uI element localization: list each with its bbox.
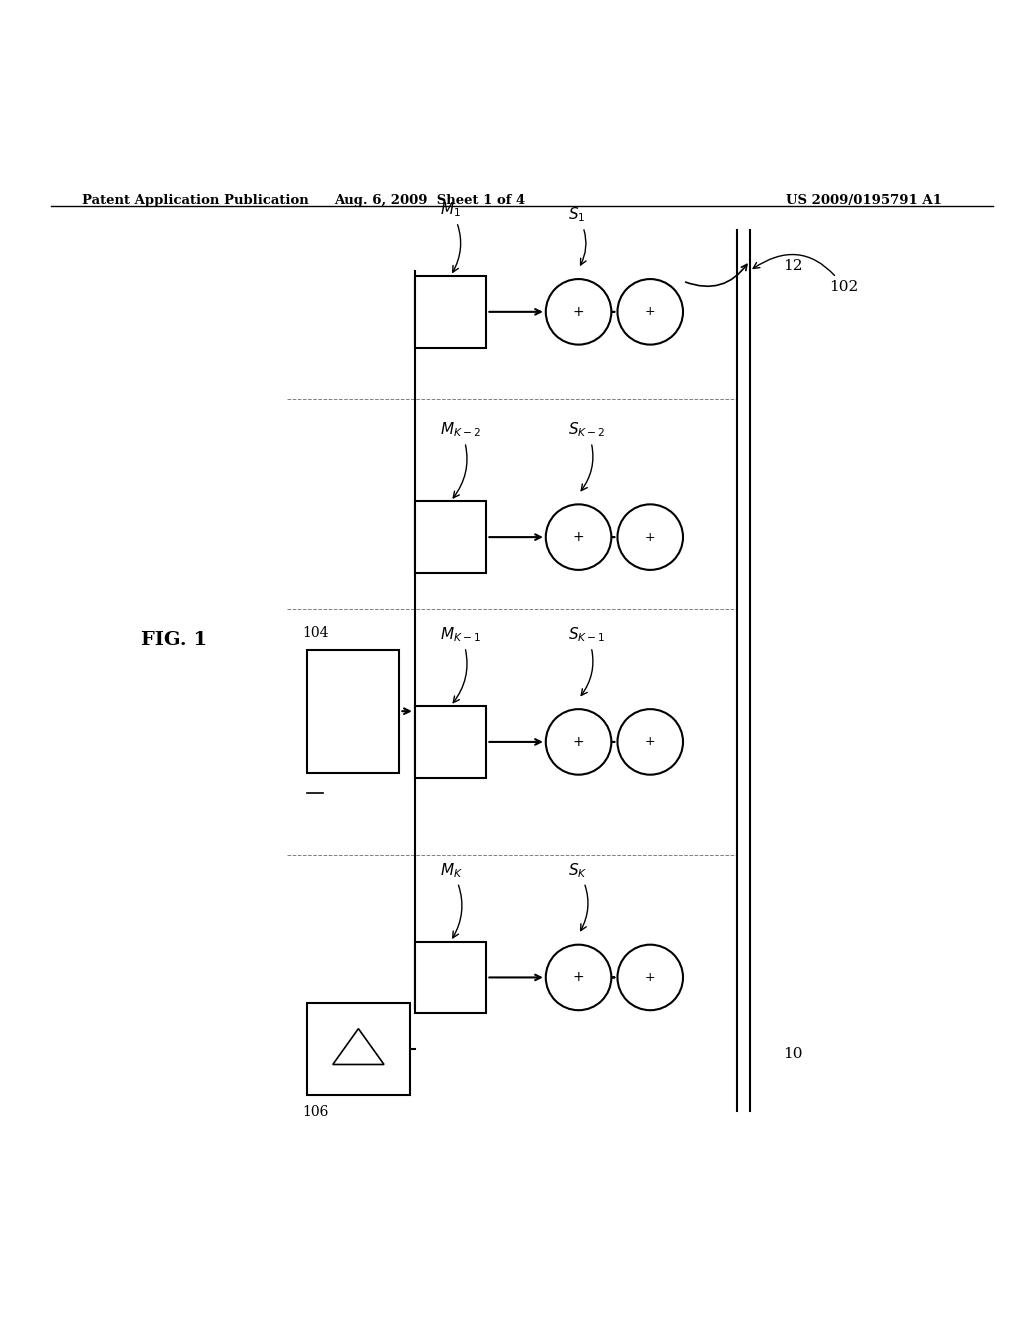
Text: +: + (645, 972, 655, 983)
Circle shape (546, 945, 611, 1010)
Text: 12: 12 (783, 259, 803, 273)
Text: $M_K$: $M_K$ (440, 861, 463, 939)
Text: +: + (572, 735, 585, 748)
Circle shape (546, 504, 611, 570)
Text: +: + (645, 531, 655, 544)
Text: US 2009/0195791 A1: US 2009/0195791 A1 (786, 194, 942, 207)
Circle shape (617, 709, 683, 775)
Text: $S_{K-1}$: $S_{K-1}$ (568, 626, 606, 696)
Text: $S_K$: $S_K$ (568, 861, 588, 931)
Text: Aug. 6, 2009  Sheet 1 of 4: Aug. 6, 2009 Sheet 1 of 4 (335, 194, 525, 207)
Text: Patent Application Publication: Patent Application Publication (82, 194, 308, 207)
Text: +: + (645, 305, 655, 318)
Circle shape (617, 279, 683, 345)
Text: 106: 106 (302, 1105, 329, 1119)
Text: $M_{K-1}$: $M_{K-1}$ (440, 626, 481, 702)
Circle shape (546, 279, 611, 345)
Text: $M_1$: $M_1$ (440, 201, 461, 272)
Text: $M_{K-2}$: $M_{K-2}$ (440, 421, 481, 498)
Circle shape (546, 709, 611, 775)
FancyBboxPatch shape (415, 276, 486, 347)
Text: +: + (572, 305, 585, 319)
Text: +: + (572, 970, 585, 985)
Text: FIG. 1: FIG. 1 (141, 631, 207, 648)
Text: 104: 104 (302, 626, 329, 639)
Polygon shape (333, 1028, 384, 1064)
Circle shape (617, 945, 683, 1010)
FancyBboxPatch shape (415, 502, 486, 573)
Text: $S_1$: $S_1$ (568, 206, 586, 265)
Text: 10: 10 (783, 1047, 803, 1061)
FancyBboxPatch shape (307, 1003, 410, 1096)
Text: +: + (572, 531, 585, 544)
Text: $S_{K-2}$: $S_{K-2}$ (568, 421, 606, 491)
Text: 102: 102 (753, 255, 859, 294)
Text: +: + (645, 735, 655, 748)
FancyBboxPatch shape (415, 941, 486, 1014)
Circle shape (617, 504, 683, 570)
FancyBboxPatch shape (307, 649, 399, 772)
FancyBboxPatch shape (415, 706, 486, 777)
